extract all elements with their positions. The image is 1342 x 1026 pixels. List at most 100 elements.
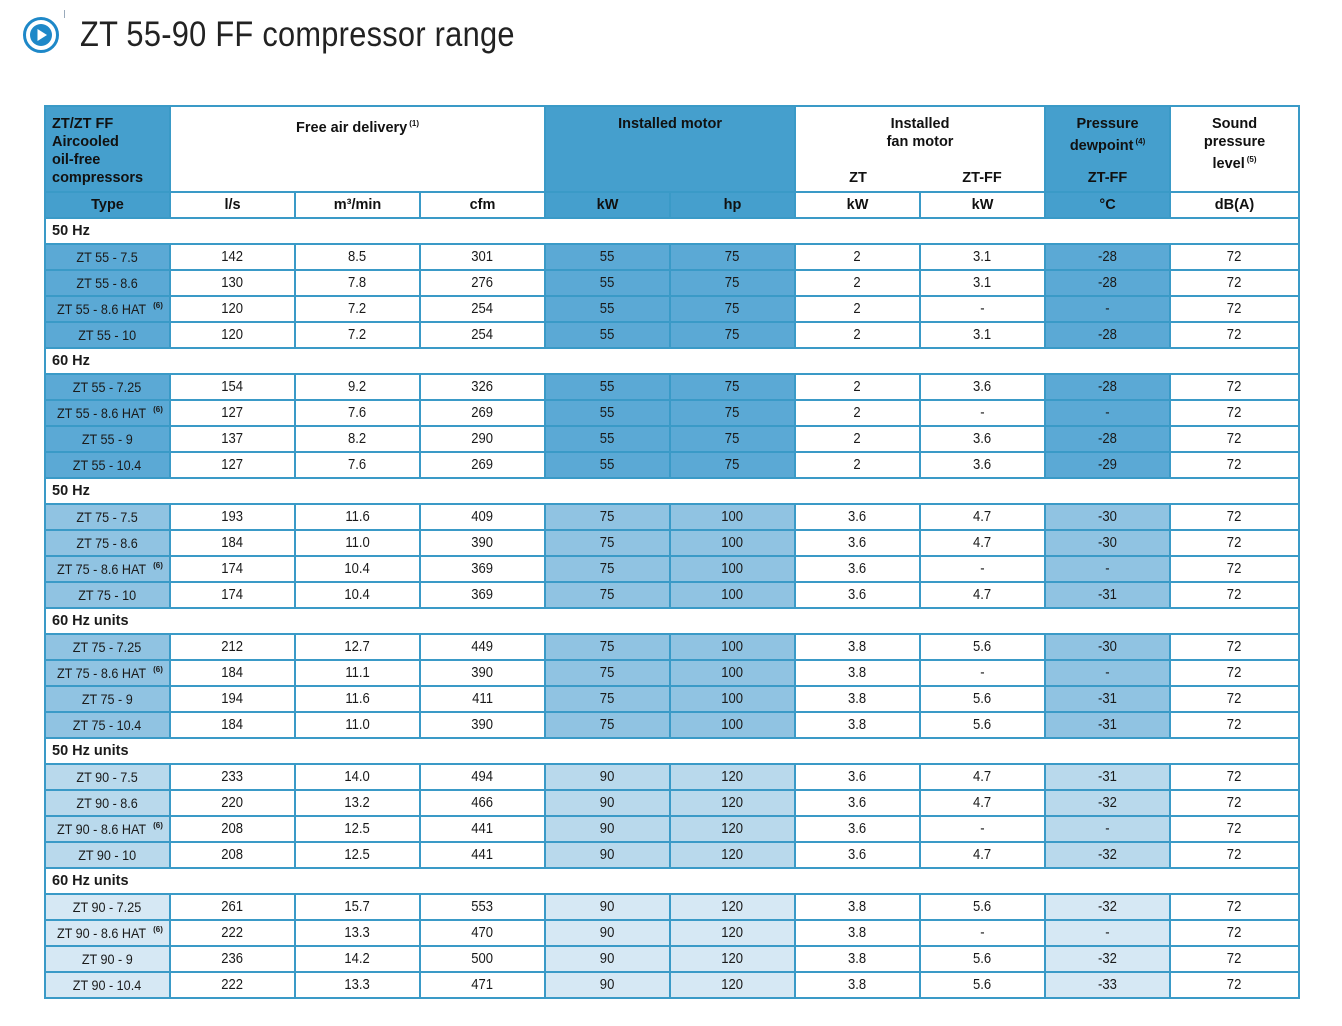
cell-fan-ztff: 3.6 <box>919 373 1047 401</box>
cell-flow-cfm: 411 <box>418 685 547 713</box>
cell-flow-m3min: 12.5 <box>294 815 421 843</box>
cell-value: 7.2 <box>348 301 367 317</box>
cell-value: 55 <box>600 405 615 421</box>
cell-value: 120 <box>721 847 744 863</box>
cell-value: 3.6 <box>848 821 867 837</box>
cell-value: 3.1 <box>973 249 992 265</box>
footnote-marker: (5) <box>1246 155 1257 164</box>
cell-value: 174 <box>221 561 244 577</box>
cell-dewpoint: -32 <box>1044 841 1172 869</box>
cell-type: ZT 75 - 8.6 HAT (6) <box>44 555 171 583</box>
cell-sound-level: 72 <box>1169 789 1301 817</box>
table-row: ZT 55 - 10.4 127 7.6 269 55 75 2 3.6 -29 72 <box>44 451 1301 479</box>
cell-value: 8.5 <box>348 249 367 265</box>
cell-value: 15.7 <box>344 899 371 915</box>
cell-value: 12.5 <box>344 821 371 837</box>
cell-value: 75 <box>600 717 615 733</box>
cell-fan-ztff: - <box>919 399 1047 427</box>
cell-value: 208 <box>221 847 244 863</box>
cell-type: ZT 90 - 7.25 <box>44 893 171 921</box>
cell-sound-level: 72 <box>1169 555 1301 583</box>
cell-value: 5.6 <box>973 977 992 993</box>
cell-value: 75 <box>725 379 740 395</box>
cell-value: 2 <box>853 405 862 421</box>
cell-value: 8.2 <box>348 431 367 447</box>
cell-value: - <box>1105 561 1110 577</box>
cell-motor-hp: 120 <box>669 815 797 843</box>
cell-dewpoint: -30 <box>1044 633 1172 661</box>
cell-motor-hp: 100 <box>669 581 797 609</box>
cell-value: 2 <box>853 301 862 317</box>
cell-dewpoint: -31 <box>1044 685 1172 713</box>
cell-dewpoint: -32 <box>1044 945 1172 973</box>
cell-fan-zt: 3.6 <box>794 789 922 817</box>
cell-motor-hp: 75 <box>669 425 797 453</box>
cell-fan-zt: 3.8 <box>794 659 922 687</box>
cell-type: ZT 90 - 7.5 <box>44 763 171 791</box>
unit-hp: hp <box>669 191 797 219</box>
cell-value: 290 <box>471 431 494 447</box>
cell-value: 184 <box>221 665 244 681</box>
cell-motor-kw: 75 <box>544 503 672 531</box>
cell-value: 11.1 <box>345 665 370 681</box>
cell-flow-m3min: 14.0 <box>294 763 421 791</box>
cell-value: 75 <box>725 249 740 265</box>
play-circle-icon[interactable] <box>22 16 60 54</box>
cell-fan-ztff: 4.7 <box>919 529 1047 557</box>
cell-fan-ztff: 4.7 <box>919 581 1047 609</box>
cell-dewpoint: -28 <box>1044 321 1172 349</box>
cell-motor-hp: 120 <box>669 789 797 817</box>
cell-value: 5.6 <box>973 899 992 915</box>
cell-value: 233 <box>221 769 244 785</box>
cell-value: 3.6 <box>848 795 867 811</box>
cell-value: 13.2 <box>344 795 371 811</box>
footnote-marker: (4) <box>1135 137 1146 146</box>
cell-value: 3.8 <box>848 977 867 993</box>
cell-value: 72 <box>1227 457 1242 473</box>
compressor-spec-table: ZT/ZT FF Aircooled oil-free compressors … <box>43 105 1301 999</box>
cell-value: 4.7 <box>973 587 992 603</box>
cell-dewpoint: - <box>1044 555 1172 583</box>
table-row: ZT 55 - 8.6 HAT (6) 120 7.2 254 55 75 2 - - 72 <box>44 295 1301 323</box>
cell-dewpoint: -30 <box>1044 529 1172 557</box>
model-name: ZT 75 - 8.6 <box>76 535 139 551</box>
cell-value: -28 <box>1098 327 1117 343</box>
cell-flow-m3min: 14.2 <box>294 945 421 973</box>
cell-dewpoint: - <box>1044 659 1172 687</box>
cell-value: 2 <box>853 327 862 343</box>
cell-flow-m3min: 9.2 <box>294 373 421 401</box>
cell-flow-ls: 174 <box>169 581 296 609</box>
cell-motor-hp: 75 <box>669 399 797 427</box>
cell-flow-cfm: 390 <box>418 711 547 739</box>
group-row: 60 Hz <box>43 347 1301 375</box>
cell-type: ZT 55 - 7.5 <box>44 243 171 271</box>
cell-fan-zt: 2 <box>794 373 922 401</box>
cell-flow-m3min: 7.6 <box>294 451 421 479</box>
cell-value: 100 <box>721 639 744 655</box>
cell-fan-ztff: 5.6 <box>919 945 1047 973</box>
dewpoint-line: dewpoint <box>1069 137 1134 154</box>
cell-value: 75 <box>725 431 740 447</box>
cell-value: 3.6 <box>973 379 992 395</box>
cell-fan-zt: 3.6 <box>794 503 922 531</box>
cell-fan-ztff: 5.6 <box>919 711 1047 739</box>
cell-sound-level: 72 <box>1169 269 1301 297</box>
cell-value: 137 <box>221 431 244 447</box>
cell-fan-ztff: 4.7 <box>919 789 1047 817</box>
group-row: 50 Hz <box>43 217 1301 245</box>
cell-flow-ls: 220 <box>169 789 296 817</box>
cell-flow-cfm: 301 <box>418 243 547 271</box>
model-name: ZT 55 - 8.6 <box>76 275 139 291</box>
cell-value: 3.8 <box>848 899 867 915</box>
cell-motor-kw: 90 <box>544 893 672 921</box>
cell-value: 75 <box>600 665 615 681</box>
cell-flow-ls: 208 <box>169 841 296 869</box>
table-row: ZT 75 - 7.5 193 11.6 409 75 100 3.6 4.7 -30 72 <box>44 503 1301 531</box>
cell-motor-hp: 100 <box>669 711 797 739</box>
cell-value: -28 <box>1098 379 1117 395</box>
cell-sound-level: 72 <box>1169 659 1301 687</box>
cell-value: 100 <box>721 717 744 733</box>
cell-value: 120 <box>221 301 244 317</box>
cell-value: 220 <box>221 795 244 811</box>
cell-value: 72 <box>1227 821 1242 837</box>
